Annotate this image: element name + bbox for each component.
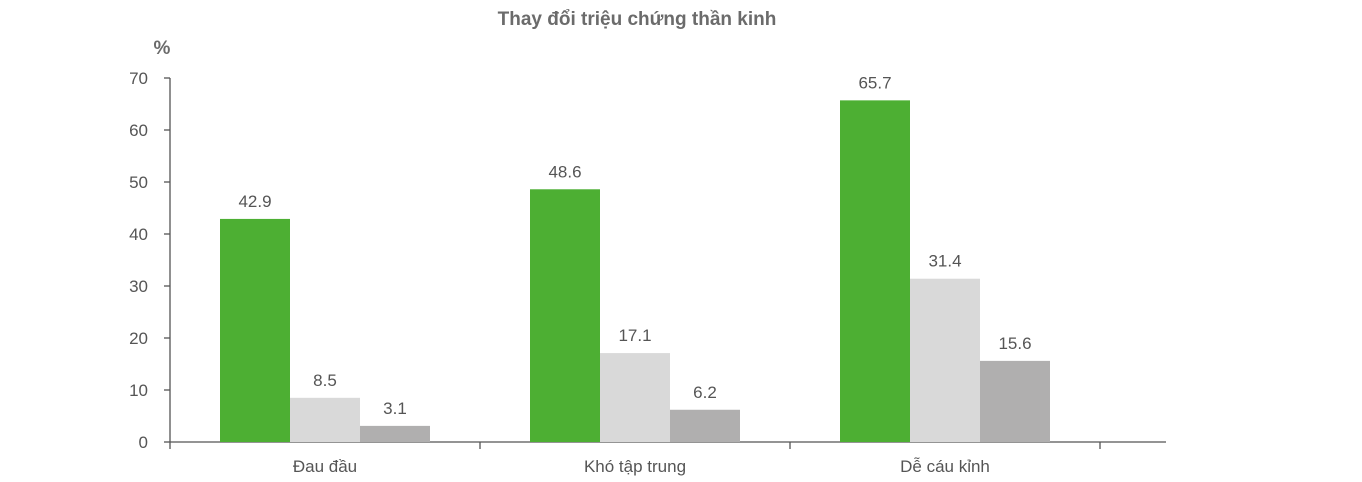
category-labels: Đau đầu Khó tập trung Dễ cáu kỉnh (293, 457, 990, 476)
data-label: 65.7 (858, 73, 891, 92)
y-tick-label: 50 (129, 173, 148, 192)
y-tick-label: 40 (129, 225, 148, 244)
bar (910, 278, 980, 442)
data-label: 15.6 (998, 334, 1031, 353)
category-label: Đau đầu (293, 457, 357, 476)
bar (670, 409, 740, 442)
bar (980, 360, 1050, 442)
data-label: 8.5 (313, 371, 337, 390)
bar (220, 218, 290, 442)
bar (600, 353, 670, 442)
bars (220, 100, 1050, 443)
data-label: 3.1 (383, 399, 407, 418)
category-label: Khó tập trung (584, 457, 686, 476)
data-label: 42.9 (238, 192, 271, 211)
y-axis: 0 10 20 30 40 50 60 70 (129, 69, 171, 452)
y-tick-label: 0 (139, 433, 148, 452)
data-label: 48.6 (548, 162, 581, 181)
chart-title: Thay đổi triệu chứng thần kinh (498, 9, 777, 30)
bar (290, 397, 360, 442)
y-tick-label: 70 (129, 69, 148, 88)
data-labels: 42.9 8.5 3.1 48.6 17.1 6.2 65.7 31.4 15.6 (238, 73, 1031, 418)
y-tick-label: 30 (129, 277, 148, 296)
y-tick-label: 20 (129, 329, 148, 348)
data-label: 31.4 (928, 252, 961, 271)
data-label: 6.2 (693, 383, 717, 402)
bar (530, 189, 600, 442)
x-axis (169, 441, 1166, 449)
category-label: Dễ cáu kỉnh (900, 457, 990, 476)
bar (840, 100, 910, 443)
y-tick-label: 10 (129, 381, 148, 400)
y-tick-label: 60 (129, 121, 148, 140)
bar (360, 425, 430, 442)
y-axis-unit: % (154, 38, 171, 59)
data-label: 17.1 (618, 326, 651, 345)
